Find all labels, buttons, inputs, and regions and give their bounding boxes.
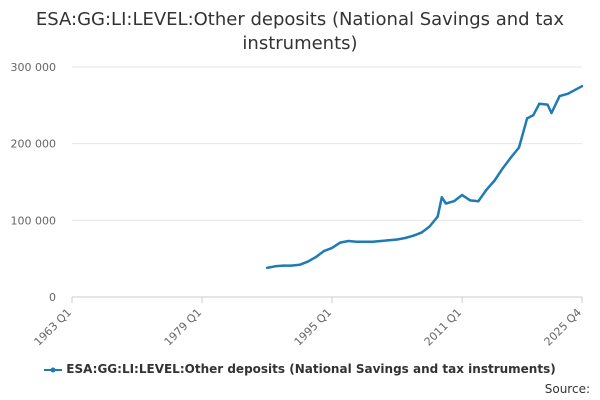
- source-label: Source:: [544, 382, 590, 396]
- data-point[interactable]: [485, 188, 488, 191]
- data-point[interactable]: [412, 234, 415, 237]
- data-point[interactable]: [273, 265, 277, 268]
- data-point[interactable]: [298, 263, 301, 266]
- data-point[interactable]: [306, 260, 309, 263]
- x-tick-label: 1979 Q1: [162, 306, 205, 349]
- data-point[interactable]: [371, 240, 374, 243]
- data-point[interactable]: [282, 264, 285, 267]
- data-point[interactable]: [493, 179, 496, 182]
- data-point[interactable]: [509, 156, 513, 159]
- data-point[interactable]: [436, 215, 439, 218]
- y-tick-label: 0: [49, 291, 56, 304]
- data-point[interactable]: [546, 103, 549, 106]
- data-point[interactable]: [428, 225, 431, 228]
- x-tick-label: 1995 Q1: [292, 306, 335, 349]
- data-point[interactable]: [538, 102, 541, 106]
- data-point[interactable]: [395, 238, 399, 241]
- data-point[interactable]: [355, 240, 358, 243]
- series-line[interactable]: [266, 85, 583, 270]
- data-point[interactable]: [330, 246, 334, 250]
- data-point[interactable]: [477, 199, 480, 203]
- x-tick-label: 2011 Q1: [422, 306, 465, 349]
- data-point[interactable]: [404, 236, 407, 240]
- axis-layer: 0 100 000 200 000 300 000 1963 Q1 1979 Q1 1995…: [11, 61, 585, 348]
- y-tick-label: 100 000: [11, 214, 57, 227]
- y-tick-label: 200 000: [11, 138, 57, 151]
- grid-layer: [72, 66, 582, 298]
- data-point[interactable]: [265, 266, 269, 270]
- legend-label: ESA:GG:LI:LEVEL:Other deposits (National…: [66, 362, 556, 376]
- data-point[interactable]: [314, 255, 318, 259]
- data-point[interactable]: [469, 199, 472, 202]
- data-point[interactable]: [525, 117, 529, 120]
- data-point[interactable]: [347, 239, 350, 243]
- data-point[interactable]: [322, 249, 326, 253]
- data-point[interactable]: [580, 84, 584, 88]
- data-point[interactable]: [339, 241, 342, 244]
- x-tick-label: 2025 Q4: [542, 306, 585, 349]
- data-point[interactable]: [566, 92, 569, 96]
- chart-title: ESA:GG:LI:LEVEL:Other deposits (National…: [35, 9, 565, 54]
- legend-swatch: [44, 367, 63, 372]
- data-point[interactable]: [444, 202, 448, 205]
- data-point[interactable]: [501, 167, 504, 170]
- data-point[interactable]: [452, 199, 456, 203]
- data-point[interactable]: [558, 94, 561, 98]
- data-point[interactable]: [379, 239, 383, 243]
- data-point[interactable]: [420, 231, 423, 234]
- data-point[interactable]: [363, 240, 366, 243]
- y-tick-label: 300 000: [11, 61, 57, 74]
- legend[interactable]: ESA:GG:LI:LEVEL:Other deposits (National…: [0, 362, 600, 376]
- data-point[interactable]: [387, 239, 391, 242]
- data-point[interactable]: [532, 114, 535, 117]
- series-layer: [265, 84, 584, 270]
- data-point[interactable]: [440, 196, 444, 199]
- data-point[interactable]: [290, 264, 293, 267]
- data-point[interactable]: [460, 193, 464, 197]
- data-point[interactable]: [517, 146, 521, 149]
- x-tick-label: 1963 Q1: [32, 306, 75, 349]
- data-point[interactable]: [550, 111, 553, 115]
